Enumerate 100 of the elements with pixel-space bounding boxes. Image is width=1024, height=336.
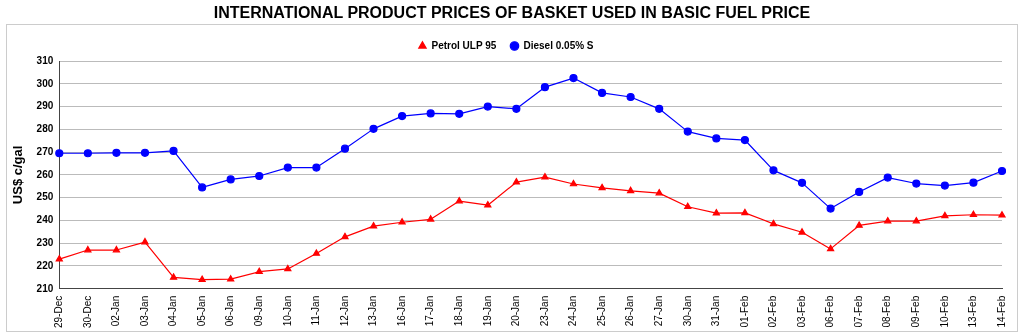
x-tick-label: 20-Jan xyxy=(510,295,522,327)
point xyxy=(655,189,663,196)
point xyxy=(84,245,92,253)
x-tick-label: 03-Feb xyxy=(795,295,807,328)
point xyxy=(169,273,178,280)
x-tick-label: 09-Feb xyxy=(910,295,922,328)
point xyxy=(427,215,435,222)
x-tick-label: 06-Feb xyxy=(824,295,836,328)
point xyxy=(455,109,464,118)
x-tick-label: 05-Jan xyxy=(195,295,207,327)
point xyxy=(512,104,521,113)
point xyxy=(741,208,749,216)
point xyxy=(112,245,121,253)
y-tick-label: 250 xyxy=(36,191,54,203)
y-tick-label: 210 xyxy=(36,282,54,294)
y-tick-label: 290 xyxy=(36,100,54,112)
point xyxy=(198,183,207,192)
point xyxy=(540,83,550,92)
point xyxy=(684,202,692,210)
x-tick-label: 25-Jan xyxy=(595,295,607,327)
point xyxy=(769,166,778,175)
point xyxy=(369,124,378,133)
point xyxy=(283,163,292,172)
point xyxy=(627,186,635,194)
legend-label: Petrol ULP 95 xyxy=(431,39,497,51)
x-tick-label: 17-Jan xyxy=(424,295,436,327)
point xyxy=(455,196,463,204)
point xyxy=(284,264,292,272)
y-tick-label: 230 xyxy=(36,236,54,248)
point xyxy=(997,166,1007,176)
x-tick-label: 04-Jan xyxy=(167,295,179,327)
point xyxy=(912,217,920,224)
point xyxy=(341,232,349,240)
point xyxy=(226,175,235,184)
point xyxy=(398,218,406,225)
point xyxy=(826,204,835,213)
point xyxy=(683,127,692,136)
x-tick-label: 14-Feb xyxy=(995,295,1007,328)
point xyxy=(312,163,321,172)
x-tick-label: 07-Feb xyxy=(852,295,864,328)
y-axis-title: US$ c/gal xyxy=(10,145,26,205)
x-tick-label: 01-Feb xyxy=(738,295,750,328)
chart-title: INTERNATIONAL PRODUCT PRICES OF BASKET USED IN BASIC FUEL PRICE xyxy=(212,3,812,23)
x-tick-label: 11-Jan xyxy=(310,295,322,326)
x-tick-label: 08-Feb xyxy=(881,295,893,328)
point xyxy=(598,183,606,191)
y-tick-label: 310 xyxy=(36,54,54,66)
point xyxy=(798,228,806,235)
point xyxy=(712,209,720,216)
x-tick-label: 19-Jan xyxy=(481,295,493,327)
point xyxy=(626,92,635,102)
x-tick-label: 06-Jan xyxy=(224,295,236,327)
point xyxy=(712,134,721,143)
point xyxy=(855,187,864,197)
point xyxy=(483,102,492,111)
x-tick-label: 10-Feb xyxy=(938,295,950,328)
x-tick-label: 31-Jan xyxy=(710,295,722,327)
y-tick-label: 220 xyxy=(36,259,54,271)
point xyxy=(969,178,978,187)
y-tick-label: 270 xyxy=(36,145,54,157)
point xyxy=(340,144,350,153)
x-tick-label: 03-Jan xyxy=(138,295,150,327)
x-tick-label: 02-Jan xyxy=(110,295,122,327)
point xyxy=(169,146,178,156)
point xyxy=(597,88,607,97)
point xyxy=(883,173,892,182)
x-tick-label: 30-Dec xyxy=(81,295,93,329)
x-tick-label: 09-Jan xyxy=(253,295,264,327)
y-tick-label: 280 xyxy=(36,123,54,135)
point xyxy=(769,219,778,227)
point xyxy=(426,109,435,118)
point xyxy=(826,244,835,252)
point xyxy=(112,148,121,157)
point xyxy=(655,104,664,113)
point xyxy=(940,181,949,190)
x-tick-label: 16-Jan xyxy=(395,295,407,327)
point xyxy=(740,135,749,145)
x-tick-label: 23-Jan xyxy=(538,295,550,327)
y-tick-label: 300 xyxy=(36,77,54,89)
point xyxy=(941,211,949,219)
point xyxy=(569,179,578,187)
point xyxy=(884,217,892,224)
point xyxy=(969,210,978,218)
x-tick-label: 10-Jan xyxy=(281,295,293,327)
point xyxy=(369,222,378,229)
x-tick-label: 27-Jan xyxy=(652,295,664,327)
point xyxy=(912,179,921,188)
point xyxy=(855,221,863,228)
x-tick-label: 30-Jan xyxy=(681,295,693,327)
x-tick-label: 29-Dec xyxy=(53,295,65,329)
point xyxy=(141,237,149,245)
point xyxy=(569,73,578,83)
point xyxy=(55,149,64,158)
point xyxy=(541,173,549,180)
point xyxy=(227,275,235,282)
x-tick-label: 24-Jan xyxy=(567,295,579,327)
y-tick-label: 240 xyxy=(36,214,54,226)
x-tick-label: 26-Jan xyxy=(624,295,636,327)
x-tick-label: 12-Jan xyxy=(338,295,350,327)
x-tick-label: 18-Jan xyxy=(452,295,464,327)
